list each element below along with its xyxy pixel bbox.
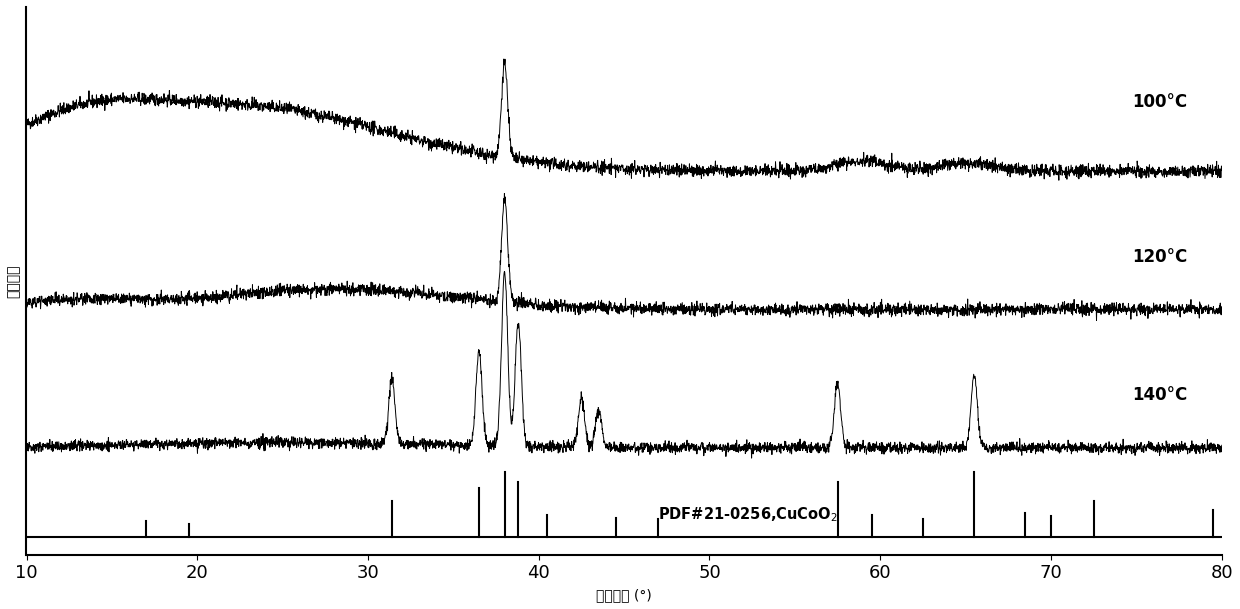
X-axis label: 衍射角度 (°): 衍射角度 (°) — [596, 588, 652, 602]
Text: 100°C: 100°C — [1132, 93, 1188, 111]
Text: 120°C: 120°C — [1132, 248, 1188, 266]
Y-axis label: 相对强度: 相对强度 — [7, 264, 21, 298]
Text: 140°C: 140°C — [1132, 387, 1188, 404]
Text: PDF#21-0256,CuCoO$_2$: PDF#21-0256,CuCoO$_2$ — [658, 505, 838, 524]
